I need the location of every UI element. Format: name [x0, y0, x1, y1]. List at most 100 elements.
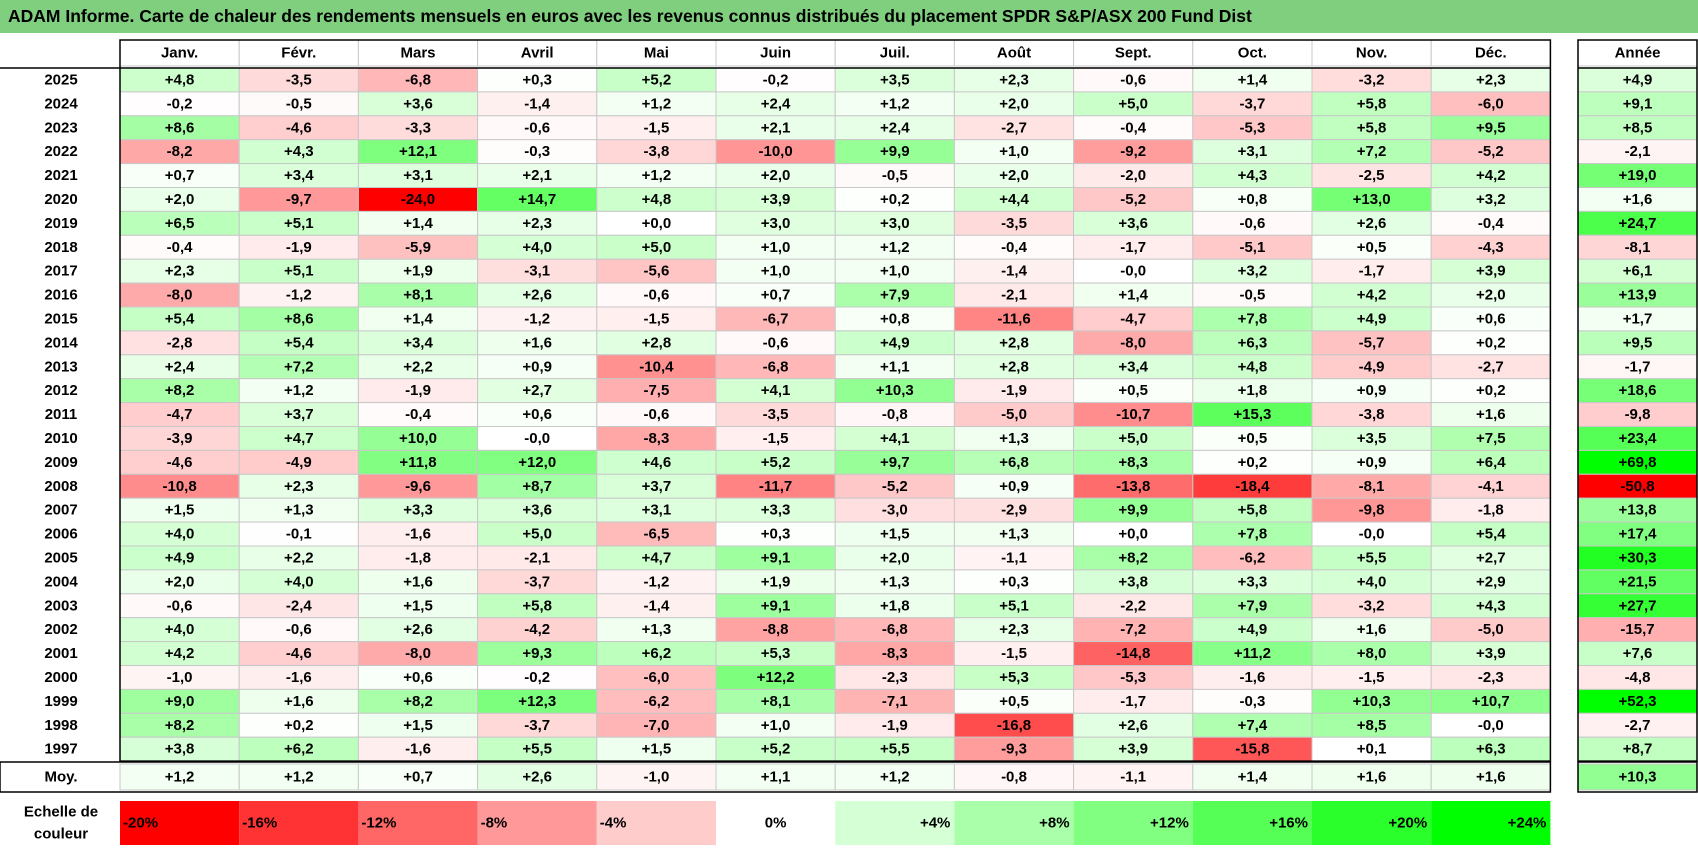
cell-value: +5,8: [1357, 95, 1387, 112]
cell-value: -0,3: [1239, 693, 1265, 710]
annual-value: -1,7: [1625, 358, 1651, 375]
cell-value: -0,1: [286, 526, 312, 543]
year-label: 2005: [44, 549, 77, 566]
cell-value: +2,6: [403, 621, 433, 638]
average-cell: [1430, 763, 1551, 791]
annual-value: +69,8: [1619, 454, 1657, 471]
year-label: 2021: [44, 167, 77, 184]
cell-value: -5,9: [405, 239, 431, 256]
average-value: +1,2: [165, 769, 195, 786]
cell-value: +1,0: [999, 143, 1029, 160]
year-label: 2012: [44, 382, 77, 399]
year-label: 2018: [44, 239, 77, 256]
cell-value: +9,5: [1476, 119, 1506, 136]
cell-value: +10,3: [1353, 693, 1391, 710]
cell-value: -0,0: [1120, 263, 1146, 280]
cell-value: -1,7: [1359, 263, 1385, 280]
annual-value: +8,5: [1623, 119, 1653, 136]
cell-value: -16,8: [997, 717, 1031, 734]
month-header-label: Sept.: [1115, 45, 1152, 62]
cell-value: -0,5: [882, 167, 908, 184]
cell-value: -0,2: [763, 71, 789, 88]
average-border: [0, 761, 1552, 793]
cell-value: +4,2: [1476, 167, 1506, 184]
cell-value: -0,0: [1359, 526, 1385, 543]
annual-value: -4,8: [1625, 669, 1651, 686]
cell-value: +3,3: [1238, 573, 1268, 590]
cell-value: -1,8: [405, 549, 431, 566]
cell-value: -1,1: [1001, 549, 1027, 566]
cell-value: +1,5: [165, 502, 195, 519]
year-label: 2013: [44, 358, 77, 375]
cell-value: +7,9: [1238, 597, 1268, 614]
cell-value: +3,8: [1118, 573, 1148, 590]
cell-value: +0,8: [1238, 191, 1268, 208]
cell-value: +8,7: [522, 478, 552, 495]
year-label: 2015: [44, 310, 77, 327]
cell-value: +2,4: [880, 119, 910, 136]
cell-value: +2,0: [165, 191, 195, 208]
cell-value: +5,0: [1118, 95, 1148, 112]
cell-value: +2,2: [284, 549, 314, 566]
cell-value: +12,1: [399, 143, 437, 160]
cell-value: -10,4: [639, 358, 674, 375]
cell-value: +0,3: [761, 526, 791, 543]
annual-value: -9,8: [1625, 406, 1651, 423]
average-cell: [1073, 763, 1194, 791]
cell-value: +1,4: [1118, 287, 1148, 304]
cell-value: +13,0: [1353, 191, 1391, 208]
cell-value: +1,9: [403, 263, 433, 280]
cell-value: -1,6: [405, 741, 431, 758]
cell-value: -5,3: [1120, 669, 1146, 686]
cell-value: +2,9: [1476, 573, 1506, 590]
cell-value: +0,2: [284, 717, 314, 734]
month-header-label: Oct.: [1238, 45, 1267, 62]
cell-value: +5,1: [284, 215, 314, 232]
cell-value: -4,6: [167, 454, 193, 471]
cell-value: -7,2: [1120, 621, 1146, 638]
scale-stop-label: -16%: [242, 815, 277, 832]
cell-value: +2,8: [999, 358, 1029, 375]
cell-value: +0,5: [1118, 382, 1148, 399]
cell-value: +5,8: [522, 597, 552, 614]
cell-value: +4,8: [165, 71, 195, 88]
cell-value: +2,3: [1476, 71, 1506, 88]
cell-value: +12,2: [757, 669, 795, 686]
cell-value: +9,1: [761, 597, 791, 614]
cell-value: -1,0: [167, 669, 193, 686]
cell-value: +4,8: [1238, 358, 1268, 375]
cell-value: -1,9: [405, 382, 431, 399]
cell-value: +8,2: [1118, 549, 1148, 566]
year-label: 2014: [44, 334, 78, 351]
scale-stop-label: 0%: [765, 815, 787, 832]
cell-value: +1,9: [761, 573, 791, 590]
cell-value: -1,9: [882, 717, 908, 734]
cell-value: +1,2: [880, 95, 910, 112]
average-value: +2,6: [522, 769, 552, 786]
year-label: 2010: [44, 430, 77, 447]
annual-value: +52,3: [1619, 693, 1657, 710]
cell-value: +4,0: [522, 239, 552, 256]
year-label: 1998: [44, 717, 77, 734]
cell-value: -0,6: [167, 597, 193, 614]
cell-value: +4,2: [1357, 287, 1387, 304]
cell-value: -9,7: [286, 191, 312, 208]
annual-value: +23,4: [1619, 430, 1658, 447]
cell-value: -6,0: [643, 669, 669, 686]
annual-value: +19,0: [1619, 167, 1657, 184]
annual-value: +1,6: [1623, 191, 1653, 208]
cell-value: -2,9: [1001, 502, 1027, 519]
cell-value: +5,5: [1357, 549, 1387, 566]
cell-value: -3,7: [524, 573, 550, 590]
cell-value: -8,3: [643, 430, 669, 447]
cell-value: -0,5: [1239, 287, 1265, 304]
annual-value: +8,7: [1623, 741, 1653, 758]
cell-value: +0,6: [1476, 310, 1506, 327]
cell-value: +0,2: [1476, 382, 1506, 399]
cell-value: -3,9: [167, 430, 193, 447]
scale-stop-label: -4%: [600, 815, 627, 832]
average-value: +1,2: [284, 769, 314, 786]
cell-value: +2,4: [761, 95, 791, 112]
cell-value: -15,8: [1235, 741, 1269, 758]
year-label: 2024: [44, 95, 78, 112]
